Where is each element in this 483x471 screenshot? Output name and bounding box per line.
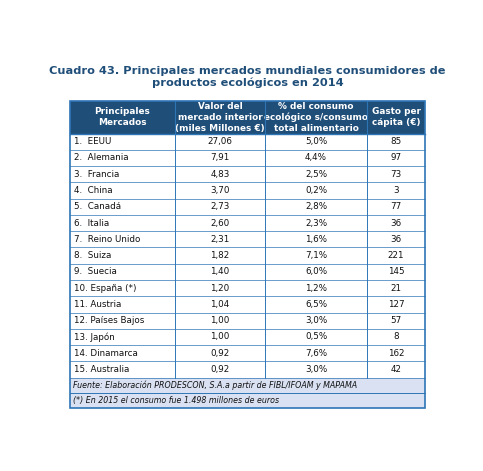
Text: 1,6%: 1,6% <box>305 235 327 244</box>
Text: 14. Dinamarca: 14. Dinamarca <box>73 349 138 357</box>
Text: 1,40: 1,40 <box>210 268 229 276</box>
Text: 145: 145 <box>388 268 404 276</box>
Bar <box>70 296 426 313</box>
Text: 36: 36 <box>390 235 402 244</box>
Text: 2,60: 2,60 <box>210 219 229 227</box>
Bar <box>70 199 426 215</box>
Bar <box>70 247 426 264</box>
Text: 13. Japón: 13. Japón <box>73 332 114 341</box>
Bar <box>70 329 426 345</box>
Text: 8.  Suiza: 8. Suiza <box>73 251 111 260</box>
Text: 77: 77 <box>390 202 402 211</box>
Bar <box>70 378 426 393</box>
Text: 97: 97 <box>390 154 402 162</box>
Text: 0,2%: 0,2% <box>305 186 327 195</box>
Text: 1,00: 1,00 <box>210 333 229 341</box>
Bar <box>70 215 426 231</box>
Text: 3,0%: 3,0% <box>305 316 327 325</box>
Text: Fuente: Elaboración PRODESCON, S.A.a partir de FIBL/IFOAM y MAPAMA: Fuente: Elaboración PRODESCON, S.A.a par… <box>73 381 357 390</box>
Bar <box>70 182 426 199</box>
Text: 7,1%: 7,1% <box>305 251 327 260</box>
Text: Cuadro 43. Principales mercados mundiales consumidores de: Cuadro 43. Principales mercados mundiale… <box>49 66 446 76</box>
Text: 3,70: 3,70 <box>210 186 230 195</box>
Text: 85: 85 <box>390 137 402 146</box>
Text: 15. Australia: 15. Australia <box>73 365 129 374</box>
Text: 12. Países Bajos: 12. Países Bajos <box>73 316 144 325</box>
Text: 1,82: 1,82 <box>210 251 229 260</box>
Bar <box>70 150 426 166</box>
Text: 221: 221 <box>388 251 404 260</box>
Text: (*) En 2015 el consumo fue 1.498 millones de euros: (*) En 2015 el consumo fue 1.498 millone… <box>73 396 279 405</box>
Text: 0,92: 0,92 <box>210 349 229 357</box>
Bar <box>70 393 426 408</box>
Text: Valor del
mercado interior
(miles Millones €): Valor del mercado interior (miles Millon… <box>175 102 265 133</box>
Bar <box>70 280 426 296</box>
Text: 2,5%: 2,5% <box>305 170 327 179</box>
Text: 11. Austria: 11. Austria <box>73 300 121 309</box>
Text: 1,00: 1,00 <box>210 316 229 325</box>
Text: 1,2%: 1,2% <box>305 284 327 292</box>
Text: 1.  EEUU: 1. EEUU <box>73 137 111 146</box>
Bar <box>70 166 426 182</box>
Text: 3: 3 <box>393 186 399 195</box>
Text: productos ecológicos en 2014: productos ecológicos en 2014 <box>152 77 343 88</box>
Text: 7.  Reino Unido: 7. Reino Unido <box>73 235 140 244</box>
Bar <box>70 133 426 150</box>
Text: 2,8%: 2,8% <box>305 202 327 211</box>
Text: 127: 127 <box>388 300 404 309</box>
Text: 4.  China: 4. China <box>73 186 112 195</box>
Bar <box>70 101 426 408</box>
Text: 2.  Alemania: 2. Alemania <box>73 154 128 162</box>
Text: 0,92: 0,92 <box>210 365 229 374</box>
Text: 42: 42 <box>391 365 401 374</box>
Text: 36: 36 <box>390 219 402 227</box>
Text: 57: 57 <box>390 316 402 325</box>
Text: 5.  Canadá: 5. Canadá <box>73 202 121 211</box>
Text: 4,83: 4,83 <box>210 170 229 179</box>
Text: 6.  Italia: 6. Italia <box>73 219 109 227</box>
Bar <box>70 231 426 247</box>
Text: 27,06: 27,06 <box>208 137 232 146</box>
Text: Principales
Mercados: Principales Mercados <box>94 107 150 127</box>
Bar <box>70 361 426 378</box>
Text: 4,4%: 4,4% <box>305 154 327 162</box>
Text: 73: 73 <box>390 170 402 179</box>
Text: % del consumo
ecológico s/consumo
total alimentario: % del consumo ecológico s/consumo total … <box>264 102 368 133</box>
Text: 6,5%: 6,5% <box>305 300 327 309</box>
Text: 1,04: 1,04 <box>210 300 229 309</box>
Text: 3,0%: 3,0% <box>305 365 327 374</box>
Text: 5,0%: 5,0% <box>305 137 327 146</box>
Text: 3.  Francia: 3. Francia <box>73 170 119 179</box>
Text: 2,73: 2,73 <box>210 202 229 211</box>
Bar <box>70 313 426 329</box>
Text: 10. España (*): 10. España (*) <box>73 284 136 292</box>
Text: 162: 162 <box>388 349 404 357</box>
Bar <box>70 101 426 133</box>
Text: 2,3%: 2,3% <box>305 219 327 227</box>
Text: 6,0%: 6,0% <box>305 268 327 276</box>
Text: 7,6%: 7,6% <box>305 349 327 357</box>
Text: 9.  Suecia: 9. Suecia <box>73 268 116 276</box>
Text: 1,20: 1,20 <box>210 284 229 292</box>
Text: 7,91: 7,91 <box>210 154 229 162</box>
Text: Gasto per
cápita (€): Gasto per cápita (€) <box>371 107 421 127</box>
Bar <box>70 264 426 280</box>
Text: 0,5%: 0,5% <box>305 333 327 341</box>
Bar <box>70 345 426 361</box>
Text: 21: 21 <box>391 284 401 292</box>
Text: 8: 8 <box>393 333 399 341</box>
Text: 2,31: 2,31 <box>210 235 229 244</box>
